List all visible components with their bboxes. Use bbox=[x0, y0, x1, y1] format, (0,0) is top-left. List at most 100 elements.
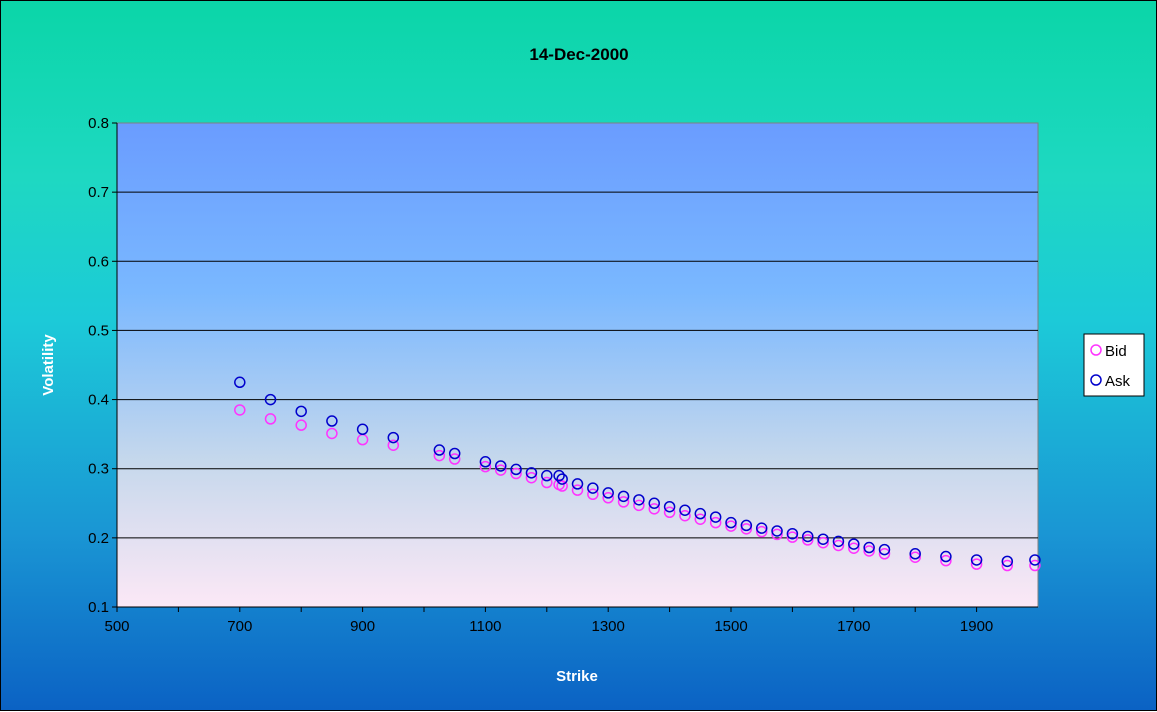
point-bid bbox=[694, 513, 707, 525]
point-bid bbox=[617, 496, 630, 508]
point-bid bbox=[495, 464, 507, 476]
x-tick-label: 1500 bbox=[714, 618, 747, 635]
point-bid bbox=[863, 545, 875, 557]
point-ask bbox=[602, 487, 614, 499]
point-ask bbox=[433, 444, 446, 456]
legend-label-ask: Ask bbox=[1105, 373, 1131, 390]
point-bid bbox=[740, 523, 753, 535]
point-bid bbox=[587, 488, 599, 501]
point-ask bbox=[970, 554, 983, 566]
point-ask bbox=[387, 431, 400, 444]
y-axis-title: Volatility bbox=[40, 334, 57, 396]
point-bid bbox=[771, 528, 783, 541]
y-tick-label: 0.6 bbox=[88, 253, 109, 270]
point-ask bbox=[541, 469, 553, 482]
point-ask bbox=[740, 519, 753, 532]
y-tick-label: 0.8 bbox=[88, 115, 109, 132]
point-bid bbox=[571, 484, 584, 496]
point-ask bbox=[495, 460, 507, 472]
point-bid bbox=[295, 419, 307, 431]
point-ask bbox=[679, 504, 691, 516]
gridlines bbox=[117, 191, 1038, 539]
point-ask bbox=[694, 507, 707, 520]
y-tick-label: 0.7 bbox=[88, 184, 109, 201]
x-tick-label: 1900 bbox=[960, 618, 993, 635]
x-tick-label: 700 bbox=[227, 618, 252, 635]
point-ask bbox=[909, 548, 921, 560]
point-ask bbox=[832, 535, 845, 548]
plot-area bbox=[116, 122, 1039, 608]
point-ask bbox=[863, 541, 875, 554]
point-bid bbox=[970, 558, 983, 570]
point-ask bbox=[587, 482, 599, 494]
point-ask bbox=[571, 478, 584, 490]
point-bid bbox=[1001, 559, 1014, 572]
point-bid bbox=[832, 539, 845, 552]
x-tick-label: 1100 bbox=[469, 618, 501, 635]
point-ask bbox=[525, 467, 538, 479]
point-bid bbox=[525, 471, 538, 484]
y-tick-label: 0.2 bbox=[88, 530, 109, 547]
legend-label-bid: Bid bbox=[1105, 343, 1127, 360]
point-bid bbox=[433, 449, 446, 462]
point-ask bbox=[556, 473, 568, 485]
point-bid bbox=[234, 404, 246, 416]
point-bid bbox=[848, 542, 860, 554]
point-ask bbox=[709, 511, 722, 523]
point-ask bbox=[633, 494, 645, 506]
point-ask bbox=[725, 516, 737, 529]
point-ask bbox=[326, 415, 338, 427]
x-tick-label: 1700 bbox=[837, 618, 870, 635]
point-ask bbox=[771, 525, 783, 537]
axes bbox=[112, 122, 1038, 612]
y-tick-label: 0.1 bbox=[88, 599, 109, 616]
point-bid bbox=[479, 460, 492, 473]
point-ask bbox=[848, 538, 860, 550]
point-bid bbox=[725, 520, 737, 532]
x-axis-title: Strike bbox=[556, 668, 598, 685]
point-ask bbox=[940, 550, 952, 563]
point-bid bbox=[633, 499, 645, 512]
point-bid bbox=[556, 480, 568, 492]
point-bid bbox=[878, 548, 891, 560]
point-bid bbox=[802, 534, 814, 546]
point-bid bbox=[648, 503, 660, 515]
point-ask bbox=[648, 497, 660, 510]
point-ask bbox=[356, 423, 369, 436]
point-ask bbox=[878, 543, 891, 556]
point-ask bbox=[295, 405, 307, 418]
point-ask bbox=[510, 463, 522, 476]
point-bid bbox=[602, 492, 614, 504]
point-bid bbox=[663, 506, 676, 519]
point-bid bbox=[679, 509, 691, 522]
legend: Bid Ask bbox=[1083, 333, 1145, 397]
point-bid bbox=[817, 536, 829, 549]
point-ask bbox=[264, 393, 277, 406]
chart-title: 14-Dec-2000 bbox=[529, 45, 628, 64]
point-bid bbox=[541, 476, 553, 489]
point-ask bbox=[817, 533, 829, 545]
point-bid bbox=[264, 413, 277, 425]
tick-labels: 0.1 0.2 0.3 0.4 0.5 0.6 0.7 0.8 500 700 900 1100 130… bbox=[88, 115, 993, 635]
point-ask bbox=[553, 469, 565, 482]
y-tick-label: 0.4 bbox=[88, 392, 109, 409]
y-tick-label: 0.5 bbox=[88, 322, 109, 339]
point-bid bbox=[1029, 559, 1041, 572]
x-tick-label: 900 bbox=[350, 618, 375, 635]
y-tick-label: 0.3 bbox=[88, 461, 109, 478]
data-points bbox=[234, 376, 1041, 572]
point-ask bbox=[755, 522, 768, 534]
legend-marker-bid bbox=[1090, 344, 1102, 356]
point-ask bbox=[802, 530, 814, 543]
point-bid bbox=[448, 453, 461, 465]
point-ask bbox=[234, 376, 246, 389]
point-ask bbox=[479, 456, 492, 468]
x-tick-label: 1300 bbox=[592, 618, 625, 635]
point-ask bbox=[617, 490, 630, 503]
x-tick-label: 500 bbox=[104, 618, 129, 635]
point-ask bbox=[448, 447, 461, 460]
point-ask bbox=[786, 527, 799, 540]
point-bid bbox=[326, 427, 338, 440]
